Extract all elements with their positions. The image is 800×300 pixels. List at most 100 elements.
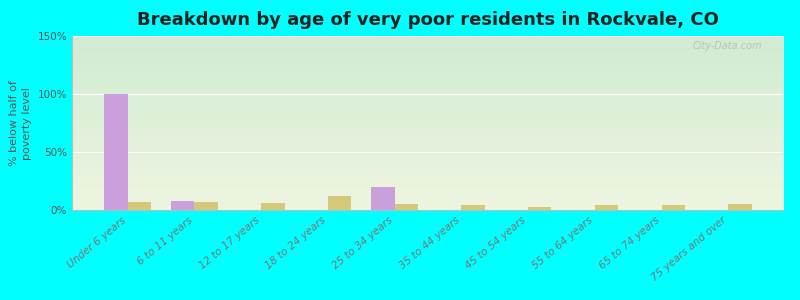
Bar [72,195,784,196]
Bar [72,154,784,155]
Bar [72,201,784,202]
Bar [72,36,784,37]
Bar [72,81,784,82]
Bar [72,192,784,193]
Bar [72,99,784,100]
Bar [72,177,784,178]
Bar [72,185,784,186]
Bar [72,207,784,208]
Bar [72,48,784,49]
Bar [72,127,784,128]
Bar [72,44,784,45]
Bar [72,157,784,158]
Bar [72,75,784,76]
Bar [72,179,784,180]
Bar [72,116,784,117]
Bar [72,113,784,114]
Bar [72,197,784,198]
Bar [72,111,784,112]
Bar [72,43,784,44]
Bar [72,152,784,153]
Bar [72,163,784,164]
Bar [72,186,784,187]
Bar [72,180,784,181]
Bar [72,191,784,192]
Bar [72,82,784,83]
Bar [72,183,784,184]
Bar [72,60,784,61]
Bar [72,71,784,72]
Bar [72,102,784,103]
Bar [72,98,784,99]
Bar [128,202,151,210]
Bar [72,160,784,161]
Bar [72,124,784,125]
Bar [72,174,784,175]
Bar [72,105,784,106]
Bar [72,114,784,115]
Bar [72,72,784,73]
Text: City-Data.com: City-Data.com [693,41,762,51]
Bar [328,196,351,210]
Bar [72,46,784,47]
Bar [72,147,784,148]
Bar [72,70,784,71]
Bar [72,41,784,42]
Bar [72,126,784,127]
Bar [72,141,784,142]
Bar [72,164,784,165]
Bar [72,87,784,88]
Bar [72,139,784,140]
Bar [72,42,784,43]
Bar [72,161,784,162]
Bar [72,208,784,209]
Bar [72,189,784,190]
Bar [72,146,784,147]
Bar [72,187,784,188]
Bar [728,204,752,210]
Bar [72,178,784,179]
Bar [72,118,784,119]
Bar [72,171,784,172]
Bar [72,68,784,69]
Bar [72,47,784,48]
Bar [394,204,418,210]
Bar [72,188,784,189]
Bar [72,94,784,95]
Bar [72,153,784,154]
Bar [72,166,784,167]
Bar [171,201,194,210]
Bar [72,92,784,93]
Bar [72,78,784,79]
Bar [72,137,784,138]
Bar [72,69,784,70]
Bar [72,203,784,204]
Bar [72,107,784,108]
Bar [72,198,784,199]
Bar [72,65,784,66]
Bar [72,103,784,104]
Bar [72,77,784,78]
Bar [72,88,784,89]
Bar [72,104,784,105]
Bar [72,133,784,134]
Bar [72,109,784,110]
Bar [72,162,784,163]
Bar [72,145,784,146]
Bar [72,181,784,182]
Bar [72,100,784,101]
Bar [72,73,784,74]
Bar [72,134,784,135]
Bar [72,135,784,136]
Bar [72,136,784,137]
Bar [72,51,784,52]
Bar [72,155,784,156]
Bar [72,119,784,120]
Bar [72,95,784,96]
Bar [72,108,784,109]
Bar [72,84,784,85]
Bar [72,93,784,94]
Bar [72,151,784,152]
Bar [72,62,784,63]
Bar [72,205,784,206]
